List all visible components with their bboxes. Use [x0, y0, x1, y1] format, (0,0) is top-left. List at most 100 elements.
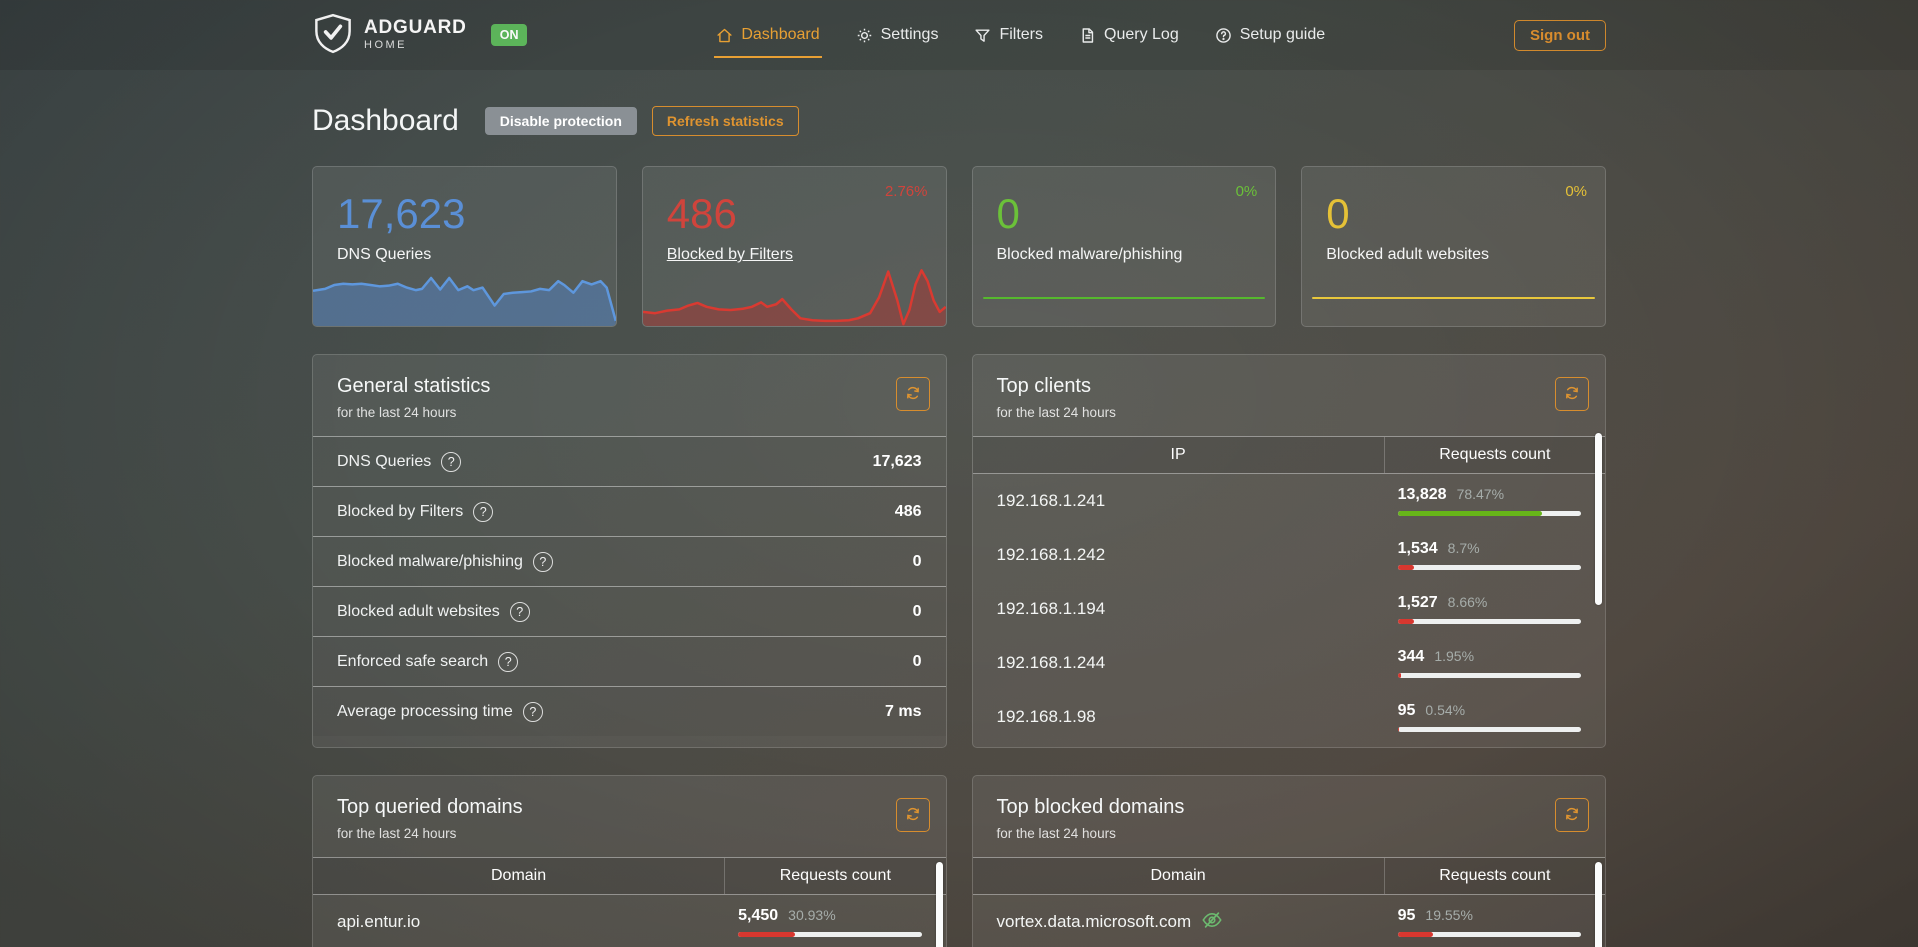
- brand-subtitle: HOME: [364, 39, 407, 52]
- column-header-requests: Requests count: [1383, 437, 1605, 473]
- card-value: 17,623: [337, 190, 466, 237]
- gear-icon: [856, 27, 873, 44]
- progress-bar: [1397, 932, 1581, 937]
- client-row[interactable]: 192.168.1.241 13,828 78.47%: [973, 474, 1606, 528]
- queried-table-header: Domain Requests count: [313, 857, 946, 895]
- stat-label: Average processing time: [337, 702, 513, 720]
- filter-icon: [974, 27, 991, 44]
- refresh-statistics-button[interactable]: Refresh statistics: [651, 106, 799, 136]
- stat-value: 0: [912, 652, 922, 670]
- nav-label: Settings: [880, 26, 939, 43]
- nav-item-settings[interactable]: Settings: [856, 0, 939, 70]
- brand-name: ADGUARD: [364, 17, 467, 39]
- card-value: 0: [996, 190, 1020, 237]
- domain-row[interactable]: vortex.data.microsoft.com 95 19.55%: [973, 895, 1606, 947]
- stat-value: 0: [912, 552, 922, 570]
- clients-table-header: IP Requests count: [972, 436, 1605, 474]
- refresh-icon: [905, 806, 921, 825]
- nav-item-query-log[interactable]: Query Log: [1079, 0, 1179, 70]
- request-percent: 1.95%: [1434, 648, 1475, 664]
- nav-label: Dashboard: [741, 26, 820, 43]
- disable-protection-button[interactable]: Disable protection: [484, 107, 637, 135]
- eye-off-icon[interactable]: [1201, 909, 1223, 936]
- general-statistics-panel: General statistics for the last 24 hours…: [312, 354, 947, 748]
- request-percent: 8.66%: [1447, 594, 1488, 610]
- stat-label: Blocked by Filters: [337, 502, 464, 520]
- panel-title: Top clients: [996, 375, 1092, 397]
- top-queried-domains-panel: Top queried domains for the last 24 hour…: [312, 775, 947, 947]
- refresh-panel-button[interactable]: [895, 798, 930, 832]
- request-count: 95: [1397, 702, 1416, 719]
- progress-bar: [738, 932, 922, 937]
- blocked-filters-sparkline: [642, 262, 946, 326]
- column-header-domain: Domain: [1150, 867, 1206, 884]
- card-blocked-malware: 0 Blocked malware/phishing 0%: [971, 166, 1277, 327]
- clients-table-body: 192.168.1.241 13,828 78.47% 192.168.1.242…: [973, 474, 1606, 744]
- nav-item-dashboard[interactable]: Dashboard: [714, 0, 822, 70]
- client-row[interactable]: 192.168.1.244 344 1.95%: [973, 636, 1606, 690]
- client-ip: 192.168.1.98: [996, 707, 1096, 726]
- card-percent: 0%: [1565, 183, 1587, 200]
- client-row[interactable]: 192.168.1.194 1,527 8.66%: [973, 582, 1606, 636]
- progress-bar: [1397, 673, 1581, 678]
- help-icon[interactable]: ?: [441, 451, 462, 472]
- refresh-icon: [905, 385, 921, 404]
- main-nav: Dashboard Settings Filters: [527, 0, 1514, 70]
- domain-row[interactable]: api.entur.io 5,450 30.93%: [313, 895, 946, 947]
- client-ip: 192.168.1.194: [996, 599, 1106, 618]
- stat-cards-row: 17,623 DNS Queries 486 Blocked by Filter…: [312, 166, 1606, 327]
- stat-row: Average processing time? 7 ms: [313, 686, 946, 736]
- help-icon[interactable]: ?: [498, 651, 519, 672]
- top-clients-panel: Top clients for the last 24 hours IP Req…: [971, 354, 1606, 748]
- column-header-requests: Requests count: [1383, 858, 1605, 894]
- home-icon: [716, 27, 733, 44]
- stat-row: Blocked malware/phishing? 0: [313, 536, 946, 586]
- scrollbar-thumb[interactable]: [1595, 433, 1602, 605]
- card-value: 0: [1326, 190, 1350, 237]
- request-percent: 0.54%: [1425, 702, 1466, 718]
- panel-subtitle: for the last 24 hours: [337, 826, 457, 841]
- card-blocked-adult: 0 Blocked adult websites 0%: [1301, 166, 1606, 327]
- document-icon: [1079, 27, 1096, 44]
- card-dns-queries: 17,623 DNS Queries: [312, 166, 617, 327]
- request-count: 13,828: [1397, 486, 1447, 503]
- sign-out-button[interactable]: Sign out: [1514, 19, 1606, 51]
- domain-name: vortex.data.microsoft.com: [996, 912, 1192, 931]
- adguard-logo: ADGUARD HOME ON: [312, 12, 528, 59]
- client-row[interactable]: 192.168.1.98 95 0.54%: [973, 690, 1606, 744]
- nav-label: Query Log: [1104, 26, 1179, 43]
- help-icon[interactable]: ?: [522, 701, 543, 722]
- request-count: 95: [1397, 907, 1416, 924]
- card-value: 486: [666, 190, 737, 237]
- nav-item-setup-guide[interactable]: Setup guide: [1215, 0, 1325, 70]
- stat-label: DNS Queries: [337, 452, 432, 470]
- blocked-table-body: vortex.data.microsoft.com 95 19.55%: [973, 895, 1606, 947]
- refresh-panel-button[interactable]: [1555, 377, 1589, 411]
- request-count: 1,534: [1397, 540, 1438, 557]
- card-blocked-by-filters: 486 Blocked by Filters 2.76%: [641, 166, 947, 327]
- panel-title: General statistics: [337, 375, 491, 397]
- client-row[interactable]: 192.168.1.242 1,534 8.7%: [973, 528, 1606, 582]
- card-label-link[interactable]: Blocked by Filters: [666, 246, 794, 263]
- client-ip: 192.168.1.241: [996, 491, 1106, 510]
- help-circle-icon: [1215, 27, 1232, 44]
- refresh-panel-button[interactable]: [1555, 798, 1589, 832]
- request-percent: 78.47%: [1456, 486, 1505, 502]
- scrollbar-thumb[interactable]: [1595, 862, 1602, 947]
- dns-queries-sparkline: [313, 262, 616, 326]
- scrollbar-thumb[interactable]: [935, 862, 943, 947]
- stat-row: Blocked adult websites? 0: [313, 586, 946, 636]
- panel-subtitle: for the last 24 hours: [996, 405, 1116, 420]
- stat-row: DNS Queries? 17,623: [313, 436, 946, 486]
- help-icon[interactable]: ?: [509, 601, 530, 622]
- refresh-panel-button[interactable]: [895, 377, 930, 411]
- progress-bar: [1397, 511, 1581, 516]
- shield-check-icon: [312, 12, 354, 59]
- help-icon[interactable]: ?: [532, 551, 553, 572]
- progress-bar: [1397, 727, 1581, 732]
- nav-item-filters[interactable]: Filters: [974, 0, 1043, 70]
- help-icon[interactable]: ?: [473, 501, 494, 522]
- flat-zero-line: [1312, 297, 1595, 299]
- panel-subtitle: for the last 24 hours: [996, 826, 1116, 841]
- top-blocked-domains-panel: Top blocked domains for the last 24 hour…: [971, 775, 1606, 947]
